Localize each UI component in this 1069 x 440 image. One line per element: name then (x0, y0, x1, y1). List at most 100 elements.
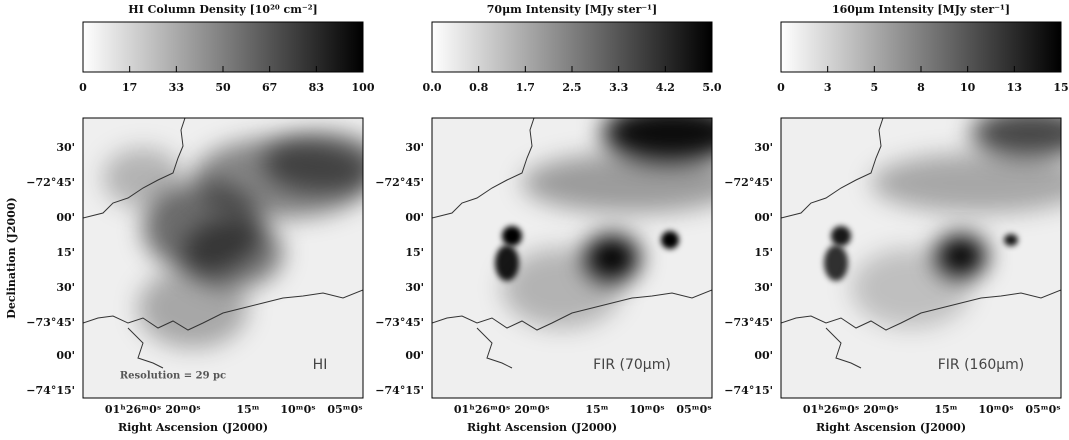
x-axis-title: Right Ascension (J2000) (467, 421, 617, 434)
contour (781, 118, 1061, 369)
x-tick-label: 01ʰ26ᵐ0ˢ (454, 403, 510, 416)
y-tick-label: −73°45' (375, 316, 424, 329)
colorbar-tick-label: 0.0 (422, 81, 441, 94)
x-tick-label: 10ᵐ0ˢ (280, 403, 315, 416)
colorbar (82, 21, 364, 73)
emission (263, 133, 363, 193)
emission (138, 268, 248, 348)
y-tick-label: 00' (754, 211, 773, 224)
y-tick-label: −74°15' (375, 384, 424, 397)
colorbar (431, 21, 713, 73)
contour (83, 118, 363, 369)
image-frame (82, 117, 364, 399)
y-tick-label: −73°45' (724, 316, 773, 329)
emission (103, 148, 183, 208)
x-tick-label: 15ᵐ (585, 403, 608, 416)
x-tick-label: 10ᵐ0ˢ (629, 403, 664, 416)
contour (432, 118, 712, 369)
colorbar-tick-label: 5 (871, 81, 879, 94)
colorbar-tick-label: 50 (215, 81, 231, 94)
y-tick-label: 00' (754, 349, 773, 362)
image-frame (780, 117, 1062, 399)
x-tick-label: 01ʰ26ᵐ0ˢ (105, 403, 161, 416)
emission (1004, 234, 1018, 246)
colorbar-tick-label: 13 (1007, 81, 1022, 94)
emission (522, 153, 712, 213)
colorbar-tick-label: 83 (309, 81, 324, 94)
x-tick-label: 20ᵐ0ˢ (165, 403, 200, 416)
y-tick-label: −74°15' (26, 384, 75, 397)
emission (502, 248, 622, 328)
sky-image: FIR (70μm) (431, 117, 713, 399)
resolution-note: Resolution = 29 pc (120, 371, 226, 382)
x-tick-label: 20ᵐ0ˢ (863, 403, 898, 416)
colorbar-tick-label: 0.8 (469, 81, 488, 94)
colorbar-title: 70μm Intensity [MJy ster⁻¹] (487, 3, 657, 16)
panel: HI Column Density [10²⁰ cm⁻²] 0 17 33 50 67 83… (26, 3, 375, 434)
image-content (781, 118, 1061, 398)
y-tick-label: −74°15' (724, 384, 773, 397)
emission (602, 118, 712, 163)
colorbar-tick-label: 0 (777, 81, 785, 94)
x-tick-label: 20ᵐ0ˢ (514, 403, 549, 416)
y-tick-label: −72°45' (26, 176, 75, 189)
colorbar (780, 21, 1062, 73)
x-tick-label: 10ᵐ0ˢ (978, 403, 1013, 416)
x-tick-label: 15ᵐ (236, 403, 259, 416)
x-tick-label: 05ᵐ0ˢ (327, 403, 362, 416)
image-frame (431, 117, 713, 399)
y-tick-label: 00' (56, 211, 75, 224)
panel: 70μm Intensity [MJy ster⁻¹] 0.0 0.8 1.7 2.5 3… (375, 3, 722, 434)
y-axis-title: Declination (J2000) (5, 197, 18, 318)
colorbar-tick-label: 3.3 (609, 81, 628, 94)
y-tick-label: 30' (405, 281, 424, 294)
y-tick-label: 30' (56, 281, 75, 294)
colorbar-tick-label: 67 (262, 81, 277, 94)
x-tick-label: 01ʰ26ᵐ0ˢ (803, 403, 859, 416)
colorbar-tick-label: 100 (352, 81, 375, 94)
emission (971, 118, 1061, 158)
colorbar-tick-label: 3 (824, 81, 832, 94)
image-label: HI (313, 357, 328, 373)
colorbar-tick-label: 2.5 (562, 81, 581, 94)
y-tick-label: 00' (405, 211, 424, 224)
colorbar-tick-label: 17 (122, 81, 137, 94)
x-axis-title: Right Ascension (J2000) (816, 421, 966, 434)
colorbar-tick-label: 5.0 (702, 81, 721, 94)
y-tick-label: −73°45' (26, 316, 75, 329)
y-tick-label: 30' (754, 141, 773, 154)
x-axis-title: Right Ascension (J2000) (118, 421, 268, 434)
colorbar-tick-label: 0 (79, 81, 87, 94)
x-tick-label: 05ᵐ0ˢ (1025, 403, 1060, 416)
image-label: FIR (70μm) (593, 357, 671, 373)
x-tick-label: 05ᵐ0ˢ (676, 403, 711, 416)
emission (661, 231, 679, 249)
y-tick-label: −72°45' (724, 176, 773, 189)
sky-image: HI Resolution = 29 pc (82, 117, 364, 399)
colorbar-tick-label: 4.2 (656, 81, 675, 94)
y-tick-label: 30' (56, 141, 75, 154)
y-tick-label: 00' (405, 349, 424, 362)
emission (502, 226, 522, 246)
y-tick-label: 30' (754, 281, 773, 294)
y-tick-label: 00' (56, 349, 75, 362)
emission (824, 245, 848, 281)
colorbar-title: HI Column Density [10²⁰ cm⁻²] (128, 3, 317, 16)
image-content (83, 118, 363, 398)
y-tick-label: −72°45' (375, 176, 424, 189)
colorbar-tick-label: 33 (169, 81, 184, 94)
image-label: FIR (160μm) (938, 357, 1025, 373)
colorbar-tick-label: 10 (960, 81, 976, 94)
y-tick-label: 30' (405, 141, 424, 154)
x-tick-label: 15ᵐ (934, 403, 957, 416)
emission (871, 153, 1061, 213)
panel: 160μm Intensity [MJy ster⁻¹] 0 3 5 8 10 13 15 FI… (724, 3, 1068, 434)
colorbar-tick-label: 15 (1053, 81, 1068, 94)
image-content (432, 118, 712, 398)
emission (851, 248, 971, 328)
y-tick-label: 15' (754, 246, 773, 259)
sky-image: FIR (160μm) (780, 117, 1062, 399)
colorbar-tick-label: 1.7 (516, 81, 535, 94)
y-tick-label: 15' (405, 246, 424, 259)
